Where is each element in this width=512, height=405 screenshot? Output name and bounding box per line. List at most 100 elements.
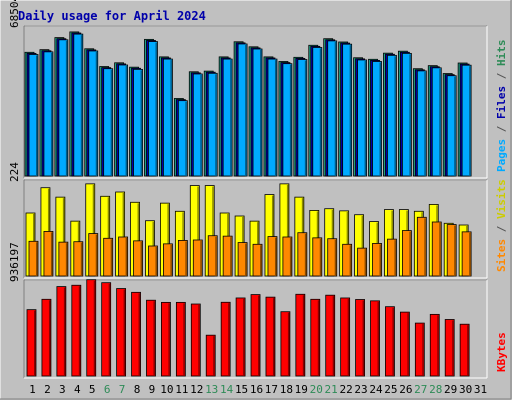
bar-shadow <box>394 240 396 276</box>
bar-shadow <box>245 243 247 276</box>
bar-shadow <box>467 325 469 376</box>
bar-shadow <box>215 236 217 276</box>
chart-panels: 68504 Pages / Files / Hits 224 Sites / Visi… <box>8 0 508 379</box>
bar-shadow <box>437 315 439 376</box>
bar-shadow <box>379 244 382 276</box>
bar-shadow <box>80 242 83 276</box>
bar-shadow <box>422 324 424 376</box>
bar-sites-day-8 <box>133 240 143 277</box>
panel-middle-max-label: 224 <box>8 162 21 182</box>
bar-pages-day-17 <box>267 58 278 177</box>
bar-shadow <box>78 286 81 376</box>
bar-shadow <box>424 71 426 176</box>
bar-shadow <box>212 186 214 276</box>
bar-shadow <box>243 298 245 376</box>
legend-entry: KBytes <box>495 332 508 372</box>
x-tick-label: 2 <box>44 383 51 396</box>
bar-sites-day-17 <box>267 236 278 277</box>
bar-shadow <box>107 197 110 276</box>
panel-top: 68504 Pages / Files / Hits <box>8 0 508 179</box>
x-tick-label: 24 <box>369 383 383 396</box>
x-tick-label: 16 <box>250 383 263 396</box>
x-tick-label: 19 <box>295 383 308 396</box>
bar-shadow <box>185 101 187 176</box>
bar-kbytes-day-26 <box>399 311 410 377</box>
series-pages <box>28 33 472 177</box>
bar-pages-day-24 <box>372 61 382 177</box>
bar-shadow <box>424 218 426 276</box>
bar-sites-day-27 <box>416 216 427 277</box>
bar-shadow <box>258 295 260 376</box>
bar-pages-day-3 <box>58 39 69 177</box>
bar-kbytes-day-30 <box>459 323 470 377</box>
legend-entry: / <box>495 66 508 86</box>
bar-kbytes-day-27 <box>414 322 425 377</box>
bar-pages-day-8 <box>133 68 143 177</box>
bar-kbytes-day-4 <box>71 284 82 377</box>
panel-middle-legend: Sites / Visits <box>495 179 508 272</box>
x-tick-label: 17 <box>265 383 278 396</box>
bar-pages-day-13 <box>207 72 218 177</box>
bar-sites-day-19 <box>297 232 308 277</box>
bar-shadow <box>215 74 217 176</box>
bar-shadow <box>379 62 382 176</box>
bar-pages-day-29 <box>446 75 457 177</box>
bar-shadow <box>110 69 113 176</box>
bar-shadow <box>198 305 200 376</box>
bar-shadow <box>407 313 409 376</box>
x-tick-label: 27 <box>414 383 427 396</box>
bar-pages-day-28 <box>431 67 442 177</box>
bar-sites-day-22 <box>342 243 353 277</box>
bar-shadow <box>95 234 98 276</box>
bar-pages-day-4 <box>73 33 84 177</box>
bar-sites-day-23 <box>357 247 367 277</box>
bar-pages-day-12 <box>192 73 203 177</box>
bar-shadow <box>48 300 51 376</box>
bar-shadow <box>362 300 365 376</box>
bar-sites-day-12 <box>192 239 203 277</box>
bar-shadow <box>332 296 335 376</box>
bar-shadow <box>170 244 172 276</box>
x-tick-label: 25 <box>384 383 397 396</box>
bar-sites-day-21 <box>327 238 338 277</box>
bar-shadow <box>271 195 274 276</box>
bar-shadow <box>304 233 307 276</box>
bar-shadow <box>95 51 98 176</box>
x-tick-label: 22 <box>339 383 352 396</box>
bar-shadow <box>168 303 170 376</box>
bar-shadow <box>138 293 141 376</box>
bar-shadow <box>286 184 289 276</box>
bar-shadow <box>334 239 337 276</box>
bar-shadow <box>272 298 275 376</box>
bar-kbytes-day-2 <box>41 298 52 377</box>
bar-shadow <box>92 184 95 276</box>
panel-bottom: 936197 KBytes <box>8 242 508 379</box>
legend-entry: Pages <box>495 139 508 172</box>
bar-shadow <box>123 289 126 376</box>
bar-shadow <box>287 312 290 376</box>
bar-sites-day-26 <box>401 230 412 277</box>
bar-shadow <box>409 54 411 176</box>
bar-kbytes-day-12 <box>190 303 201 377</box>
bar-kbytes-day-14 <box>220 301 231 377</box>
bar-shadow <box>317 300 320 376</box>
bar-kbytes-day-5 <box>86 279 97 377</box>
panel-middle: 224 Sites / Visits <box>8 162 508 279</box>
bar-pages-day-16 <box>252 48 263 177</box>
bar-shadow <box>153 301 155 376</box>
bar-sites-day-18 <box>282 236 293 277</box>
bar-shadow <box>65 243 68 276</box>
x-tick-label: 21 <box>325 383 338 396</box>
bar-shadow <box>93 280 96 376</box>
bar-shadow <box>452 320 454 376</box>
bar-sites-day-9 <box>148 245 158 277</box>
x-tick-label: 14 <box>220 383 234 396</box>
bar-shadow <box>185 241 187 276</box>
bar-kbytes-day-24 <box>370 300 380 377</box>
bar-pages-day-26 <box>401 52 412 177</box>
bar-shadow <box>230 60 232 176</box>
bar-kbytes-day-29 <box>444 319 455 377</box>
bar-shadow <box>34 310 36 376</box>
bar-shadow <box>274 237 277 276</box>
x-tick-label: 6 <box>104 383 111 396</box>
